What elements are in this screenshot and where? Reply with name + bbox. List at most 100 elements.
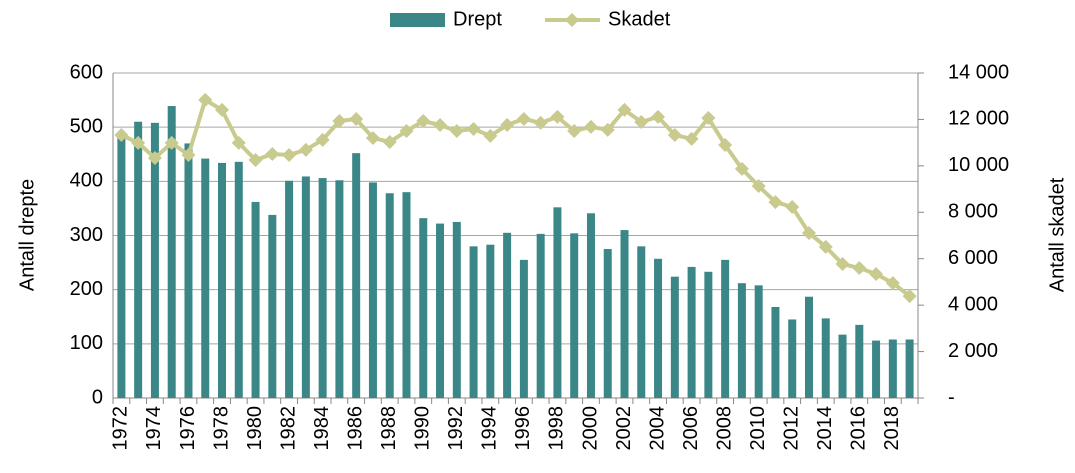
- x-tick-label: 2010: [747, 406, 769, 451]
- bar: [419, 218, 428, 398]
- y-tick-label: 100: [70, 332, 103, 354]
- marker: [583, 119, 598, 134]
- marker: [516, 111, 531, 126]
- x-tick-label: 1994: [479, 406, 501, 451]
- x-tick-label: 1998: [546, 406, 568, 451]
- bar: [117, 132, 126, 399]
- bar: [737, 283, 746, 398]
- bar: [167, 106, 176, 399]
- bar: [318, 178, 327, 398]
- marker: [282, 147, 297, 162]
- marker: [131, 135, 146, 150]
- legend-label: Drept: [453, 8, 502, 30]
- y2-tick-label: -: [948, 386, 955, 408]
- bar: [503, 232, 512, 398]
- bar: [754, 285, 763, 398]
- bar: [821, 318, 830, 398]
- bar: [436, 223, 445, 398]
- x-tick-label: 2006: [680, 406, 702, 451]
- x-tick-label: 2014: [814, 406, 836, 451]
- y2-tick-label: 4 000: [948, 293, 998, 315]
- marker: [433, 118, 448, 132]
- bar: [637, 246, 646, 398]
- y2-tick-label: 12 000: [948, 108, 1009, 130]
- marker: [902, 289, 917, 304]
- y-tick-label: 200: [70, 278, 103, 300]
- y2-tick-label: 14 000: [948, 61, 1009, 83]
- marker: [550, 109, 565, 124]
- marker: [852, 261, 867, 275]
- bar: [150, 122, 159, 398]
- x-tick-label: 2004: [646, 406, 668, 451]
- bar: [184, 143, 193, 398]
- y-tick-label: 500: [70, 115, 103, 137]
- marker: [315, 132, 330, 147]
- marker: [248, 153, 263, 168]
- bar: [335, 180, 344, 398]
- marker: [701, 111, 716, 126]
- legend-marker: [565, 13, 579, 27]
- y2-tick-label: 10 000: [948, 154, 1009, 176]
- bar: [352, 153, 361, 398]
- x-tick-label: 1978: [210, 406, 232, 451]
- bar: [804, 296, 813, 398]
- bar: [888, 339, 897, 398]
- y-axis-label: Antall drepte: [16, 179, 38, 291]
- x-tick-label: 1988: [378, 406, 400, 451]
- marker: [718, 137, 733, 152]
- x-tick-label: 2008: [713, 406, 735, 451]
- bar: [553, 207, 562, 398]
- marker: [181, 147, 196, 162]
- marker: [651, 109, 666, 124]
- bar: [670, 276, 679, 398]
- marker: [500, 118, 515, 132]
- y2-axis-label: Antall skadet: [1046, 177, 1068, 292]
- bar: [586, 213, 595, 398]
- bar: [218, 162, 227, 398]
- bar: [268, 214, 277, 398]
- marker: [667, 127, 682, 142]
- bar: [838, 334, 847, 398]
- x-tick-label: 2002: [613, 406, 635, 451]
- marker: [768, 195, 783, 210]
- marker: [466, 121, 481, 136]
- marker: [533, 115, 548, 130]
- x-tick-label: 1986: [344, 406, 366, 451]
- x-tick-label: 2018: [881, 406, 903, 451]
- bar: [603, 249, 612, 398]
- marker: [382, 134, 397, 149]
- bar: [385, 193, 394, 398]
- y2-tick-label: 6 000: [948, 247, 998, 269]
- bar: [788, 319, 797, 398]
- y-tick-label: 0: [92, 386, 103, 408]
- marker: [801, 225, 816, 240]
- bar: [654, 258, 663, 398]
- x-tick-label: 1996: [512, 406, 534, 451]
- x-tick-label: 2012: [781, 406, 803, 451]
- marker: [634, 114, 649, 129]
- bar: [721, 259, 730, 398]
- marker: [734, 161, 749, 176]
- x-tick-label: 2000: [579, 406, 601, 451]
- y-tick-label: 600: [70, 61, 103, 83]
- marker: [617, 102, 632, 117]
- x-tick-label: 1974: [143, 406, 165, 451]
- bar: [536, 233, 545, 398]
- marker: [416, 114, 431, 129]
- bar: [251, 201, 260, 398]
- marker: [567, 124, 582, 139]
- bar: [301, 176, 310, 398]
- marker: [332, 114, 347, 129]
- legend-label: Skadet: [608, 8, 671, 30]
- x-tick-label: 1982: [277, 406, 299, 451]
- x-tick-label: 1992: [445, 406, 467, 451]
- bar: [285, 180, 294, 398]
- bar: [469, 246, 478, 398]
- marker: [684, 131, 699, 146]
- x-tick-label: 1984: [311, 406, 333, 451]
- marker: [147, 150, 162, 165]
- y2-tick-label: 2 000: [948, 340, 998, 362]
- bar: [234, 161, 243, 398]
- marker: [399, 124, 414, 139]
